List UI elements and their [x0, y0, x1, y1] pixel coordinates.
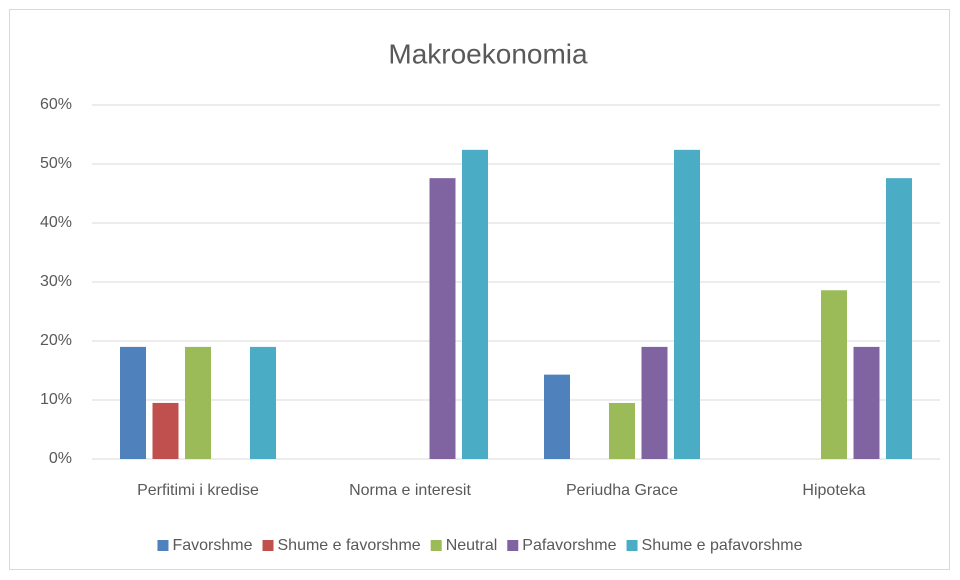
- bar: [853, 346, 880, 459]
- bar: [185, 346, 211, 459]
- bar: [821, 290, 847, 459]
- legend-swatch: [507, 540, 519, 551]
- x-tick-label: Periudha Grace: [566, 482, 678, 499]
- legend-swatch: [262, 540, 274, 551]
- bar: [609, 402, 635, 459]
- x-tick-label: Perfitimi i kredise: [137, 482, 259, 499]
- y-tick-label: 20%: [40, 332, 72, 349]
- bar: [886, 178, 912, 459]
- legend-label: Favorshme: [172, 537, 252, 554]
- y-tick-label: 10%: [40, 391, 72, 408]
- legend-swatch: [157, 540, 169, 551]
- legend-label: Shume e pafavorshme: [642, 537, 803, 554]
- x-tick-label: Norma e interesit: [349, 482, 471, 499]
- legend-swatch: [626, 540, 638, 551]
- y-tick-label: 50%: [40, 155, 72, 172]
- bar: [250, 346, 276, 459]
- legend-label: Neutral: [446, 537, 498, 554]
- chart-title: Makroekonomia: [388, 38, 588, 69]
- x-tick-label: Hipoteka: [802, 482, 865, 499]
- y-tick-label: 40%: [40, 214, 72, 231]
- bar: [641, 346, 668, 459]
- y-tick-label: 60%: [40, 96, 72, 113]
- bar: [462, 149, 488, 459]
- y-tick-label: 0%: [49, 450, 72, 467]
- y-tick-label: 30%: [40, 273, 72, 290]
- bar: [674, 149, 700, 459]
- bar: [544, 374, 570, 459]
- legend-swatch: [430, 540, 442, 551]
- bar: [152, 402, 179, 459]
- bar: [120, 346, 146, 459]
- legend-label: Pafavorshme: [522, 537, 616, 554]
- bar: [429, 178, 456, 459]
- legend-label: Shume e favorshme: [278, 537, 421, 554]
